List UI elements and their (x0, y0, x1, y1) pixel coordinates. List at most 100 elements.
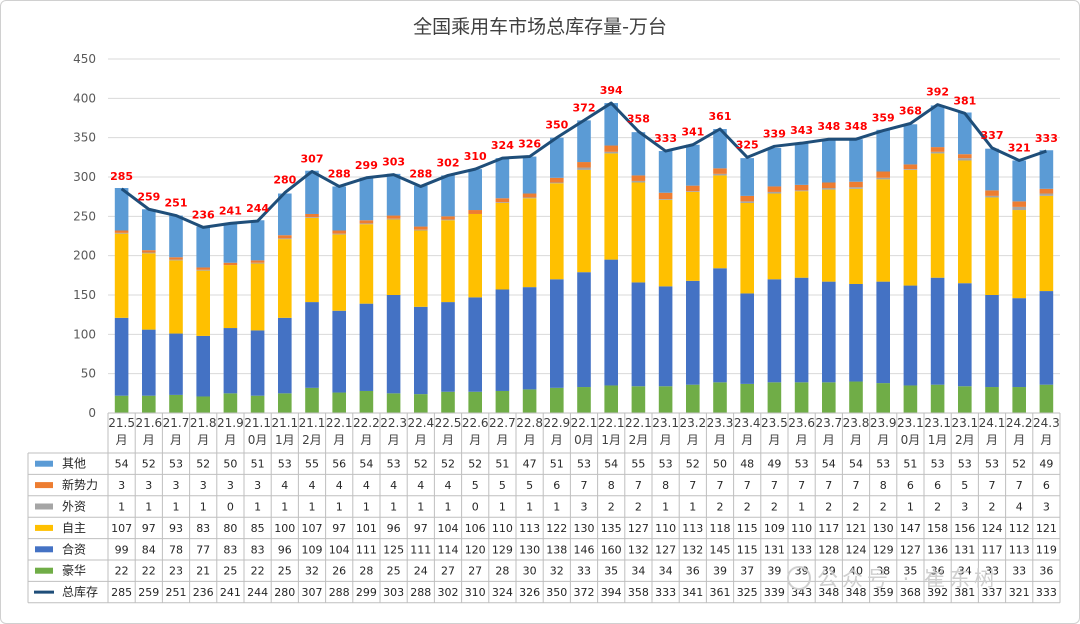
table-cell: 348 (846, 586, 867, 599)
x-tick-label: 1月 (275, 433, 295, 447)
table-cell: 132 (682, 543, 703, 556)
x-tick-label: 1月 (928, 433, 948, 447)
table-cell: 158 (927, 522, 948, 535)
legend-key (35, 567, 53, 574)
x-tick-label: 23.8 (843, 416, 870, 430)
table-cell: 2 (934, 501, 941, 514)
table-cell: 341 (682, 586, 703, 599)
x-tick-label: 21.7 (163, 416, 190, 430)
table-cell: 114 (438, 543, 459, 556)
bar-segment (876, 179, 890, 282)
bar-segment (604, 103, 618, 146)
table-cell: 3 (145, 479, 152, 492)
bar-segment (414, 394, 428, 413)
table-cell: 121 (846, 522, 867, 535)
bar-segment (903, 124, 918, 165)
bar-segment (114, 230, 129, 233)
bar-segment (468, 169, 482, 211)
bar-segment (577, 120, 591, 163)
total-inventory-line (120, 101, 1047, 229)
table-cell: 25 (387, 565, 401, 578)
table-cell: 324 (492, 586, 513, 599)
table-cell: 25 (223, 565, 237, 578)
bar-segment (658, 151, 673, 193)
table-cell: 55 (631, 458, 645, 471)
bar-segment (958, 112, 972, 155)
table-cell: 1 (662, 501, 669, 514)
bar-segment (903, 169, 918, 286)
bar-segment (522, 389, 537, 413)
table-cell: 21 (196, 565, 210, 578)
x-tick-label: 1月 (601, 433, 621, 447)
table-cell: 7 (825, 479, 832, 492)
bar-segment (876, 171, 890, 178)
bar-segment (930, 384, 945, 413)
bar-segment (658, 199, 673, 200)
bar-segment (876, 281, 890, 384)
table-cell: 1 (907, 501, 914, 514)
bar-segment (196, 267, 210, 270)
x-tick-label: 月 (224, 433, 236, 447)
data-label: 348 (845, 120, 868, 133)
bar-segment (305, 213, 319, 218)
table-cell: 33 (985, 565, 999, 578)
table-row-label: 其他 (62, 457, 86, 471)
table-cell: 7 (1016, 479, 1023, 492)
table-cell: 40 (849, 565, 863, 578)
bar-segment (468, 297, 482, 392)
data-label: 348 (817, 120, 840, 133)
x-tick-label: 月 (170, 433, 182, 447)
x-tick-label: 月 (496, 433, 508, 447)
table-cell: 1 (118, 501, 125, 514)
table-cell: 4 (417, 479, 424, 492)
bar-segment (686, 185, 700, 192)
bar-segment (849, 187, 863, 189)
table-cell: 56 (332, 458, 346, 471)
table-cell: 96 (387, 522, 401, 535)
table-cell: 55 (305, 458, 319, 471)
bar-segment (495, 158, 510, 199)
x-tick-label: 24.2 (1006, 416, 1033, 430)
bar-segment (577, 167, 591, 170)
table-cell: 53 (577, 458, 591, 471)
table-cell: 6 (907, 479, 914, 492)
table-cell: 34 (958, 565, 972, 578)
bar-segment (332, 230, 346, 234)
x-tick-label: 23.5 (761, 416, 788, 430)
table-cell: 251 (166, 586, 187, 599)
data-label: 310 (464, 150, 487, 163)
bar-segment (985, 195, 999, 198)
bar-segment (767, 382, 782, 413)
table-cell: 4 (390, 479, 397, 492)
table-cell: 133 (791, 543, 812, 556)
bar-segment (958, 386, 972, 413)
x-tick-label: 22.1 (571, 416, 598, 430)
bar-segment (767, 191, 782, 194)
table-cell: 128 (818, 543, 839, 556)
bar-segment (604, 259, 618, 386)
x-tick-label: 0月 (901, 433, 921, 447)
bar-segment (495, 289, 510, 391)
bar-segment (985, 295, 999, 388)
table-cell: 27 (441, 565, 455, 578)
table-cell: 394 (601, 586, 622, 599)
bar-segment (550, 182, 564, 184)
table-cell: 7 (689, 479, 696, 492)
table-cell: 288 (410, 586, 431, 599)
bar-segment (631, 175, 646, 181)
table-cell: 3 (1043, 501, 1050, 514)
bar-segment (386, 215, 401, 219)
table-cell: 52 (468, 458, 482, 471)
x-tick-label: 2月 (302, 433, 322, 447)
table-cell: 1 (173, 501, 180, 514)
x-tick-label: 2月 (955, 433, 975, 447)
table-cell: 111 (410, 543, 431, 556)
bar-segment (604, 145, 618, 152)
x-tick-label: 22.6 (462, 416, 489, 430)
bar-segment (1039, 291, 1054, 385)
table-cell: 1 (499, 501, 506, 514)
table-cell: 2 (635, 501, 642, 514)
x-tick-label: 月 (850, 433, 862, 447)
table-cell: 110 (791, 522, 812, 535)
table-cell: 97 (142, 522, 156, 535)
